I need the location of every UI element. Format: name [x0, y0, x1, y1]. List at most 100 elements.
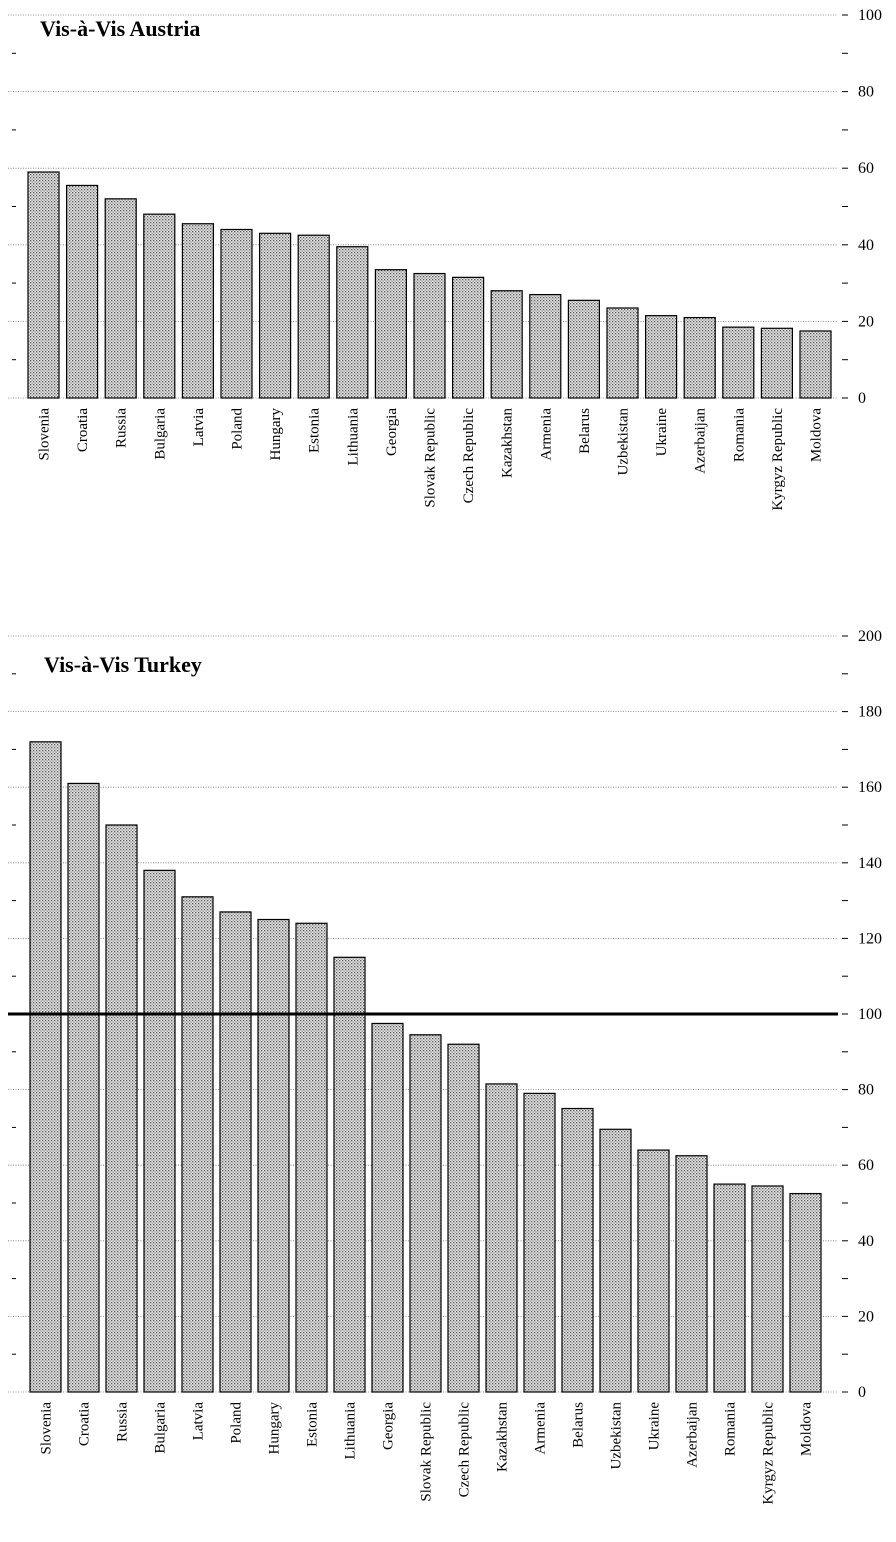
category-label: Azerbaijan: [685, 1402, 701, 1468]
chart-vis-a-vis-turkey: Vis-à-Vis Turkey 0 20 40 60 80 100 120 140 160 18…: [8, 628, 882, 1505]
y-tick-label: 120: [858, 930, 882, 947]
bar: [374, 269, 407, 399]
y-tick-label: 0: [858, 390, 866, 407]
bar: [295, 922, 328, 1393]
category-label: Ukraine: [654, 408, 670, 457]
category-label: Moldova: [799, 1402, 815, 1457]
category-label: Croatia: [77, 1402, 93, 1446]
category-label: Czech Republic: [461, 408, 477, 504]
bar: [181, 896, 214, 1393]
y-tick-label: 180: [858, 704, 882, 721]
bar: [529, 293, 562, 399]
chart-title: Vis-à-Vis Austria: [40, 16, 200, 41]
bar: [259, 232, 292, 399]
y-tick-label: 200: [858, 628, 882, 645]
category-label: Kyrgyz Republic: [770, 408, 786, 511]
bar: [452, 276, 485, 399]
y-tick-label: 100: [858, 1006, 882, 1023]
bar: [675, 1155, 708, 1393]
category-label: Armenia: [533, 1402, 549, 1455]
bar: [644, 315, 678, 399]
category-label: Ukraine: [647, 1402, 663, 1451]
y-tick-label: 80: [858, 84, 874, 101]
category-label: Bulgaria: [152, 408, 168, 460]
bar: [181, 223, 214, 399]
category-label: Croatia: [75, 408, 91, 452]
bar: [447, 1043, 480, 1393]
bar: [606, 307, 639, 399]
bar: [683, 316, 716, 399]
category-label: Estonia: [307, 408, 323, 453]
chart-title: Vis-à-Vis Turkey: [44, 652, 202, 677]
bar: [67, 782, 100, 1393]
category-label: Lithuania: [345, 408, 361, 466]
bar: [220, 228, 253, 399]
bar: [143, 869, 176, 1393]
category-label: Hungary: [267, 1402, 283, 1455]
bar: [297, 234, 330, 399]
bar: [65, 184, 99, 399]
category-label: Kyrgyz Republic: [761, 1402, 777, 1505]
category-label: Slovenia: [39, 1402, 55, 1455]
category-label: Slovak Republic: [423, 408, 439, 508]
bar: [751, 1185, 784, 1393]
category-label: Georgia: [381, 1402, 397, 1450]
y-tick-label: 60: [858, 1157, 874, 1174]
y-tick-label: 20: [858, 1308, 874, 1325]
bar: [561, 1107, 594, 1393]
bar: [409, 1034, 442, 1393]
bar: [523, 1092, 556, 1393]
category-label: Estonia: [305, 1402, 321, 1447]
category-label: Georgia: [384, 408, 400, 456]
category-label: Uzbekistan: [616, 408, 632, 476]
category-label: Lithuania: [343, 1402, 359, 1460]
category-label: Romania: [723, 1402, 739, 1456]
bar: [713, 1183, 746, 1393]
category-label: Latvia: [191, 408, 207, 447]
bar: [760, 327, 794, 399]
bar: [257, 918, 290, 1393]
bar: [336, 246, 369, 399]
y-tick-label: 60: [858, 160, 874, 177]
category-label: Belarus: [577, 408, 593, 454]
bar: [27, 171, 60, 399]
category-label: Czech Republic: [457, 1402, 473, 1498]
bar: [567, 299, 601, 399]
y-tick-label: 40: [858, 1233, 874, 1250]
category-label: Belarus: [571, 1402, 587, 1448]
bar: [413, 272, 446, 399]
category-label: Moldova: [809, 408, 825, 463]
bar: [799, 330, 832, 399]
bar: [789, 1192, 822, 1393]
category-label: Hungary: [268, 408, 284, 461]
y-tick-label: 100: [858, 7, 882, 24]
y-tick-label: 40: [858, 237, 874, 254]
category-label: Russia: [114, 408, 130, 448]
bar: [143, 213, 176, 399]
y-tick-label: 140: [858, 855, 882, 872]
category-label: Kazakhstan: [500, 408, 516, 478]
category-label: Armenia: [538, 408, 554, 461]
bar: [722, 326, 755, 399]
category-label: Azerbaijan: [693, 408, 709, 474]
bar: [371, 1022, 404, 1393]
bar: [637, 1149, 670, 1393]
category-label: Bulgaria: [153, 1402, 169, 1454]
category-label: Latvia: [191, 1402, 207, 1441]
bar: [105, 824, 138, 1393]
chart-vis-a-vis-austria: Vis-à-Vis Austria 0 20 40 60 80 100 Slovenia C…: [8, 7, 882, 511]
y-tick-label: 80: [858, 1082, 874, 1099]
bar: [29, 741, 62, 1393]
category-label: Poland: [230, 408, 246, 450]
category-label: Slovak Republic: [419, 1402, 435, 1502]
y-tick-label: 20: [858, 313, 874, 330]
y-tick-label: 160: [858, 779, 882, 796]
bar: [485, 1083, 518, 1393]
y-tick-label: 0: [858, 1384, 866, 1401]
category-label: Slovenia: [37, 408, 53, 461]
category-label: Romania: [731, 408, 747, 462]
category-label: Kazakhstan: [495, 1402, 511, 1472]
bar: [104, 198, 137, 399]
category-label: Uzbekistan: [609, 1402, 625, 1470]
bar: [490, 290, 523, 399]
